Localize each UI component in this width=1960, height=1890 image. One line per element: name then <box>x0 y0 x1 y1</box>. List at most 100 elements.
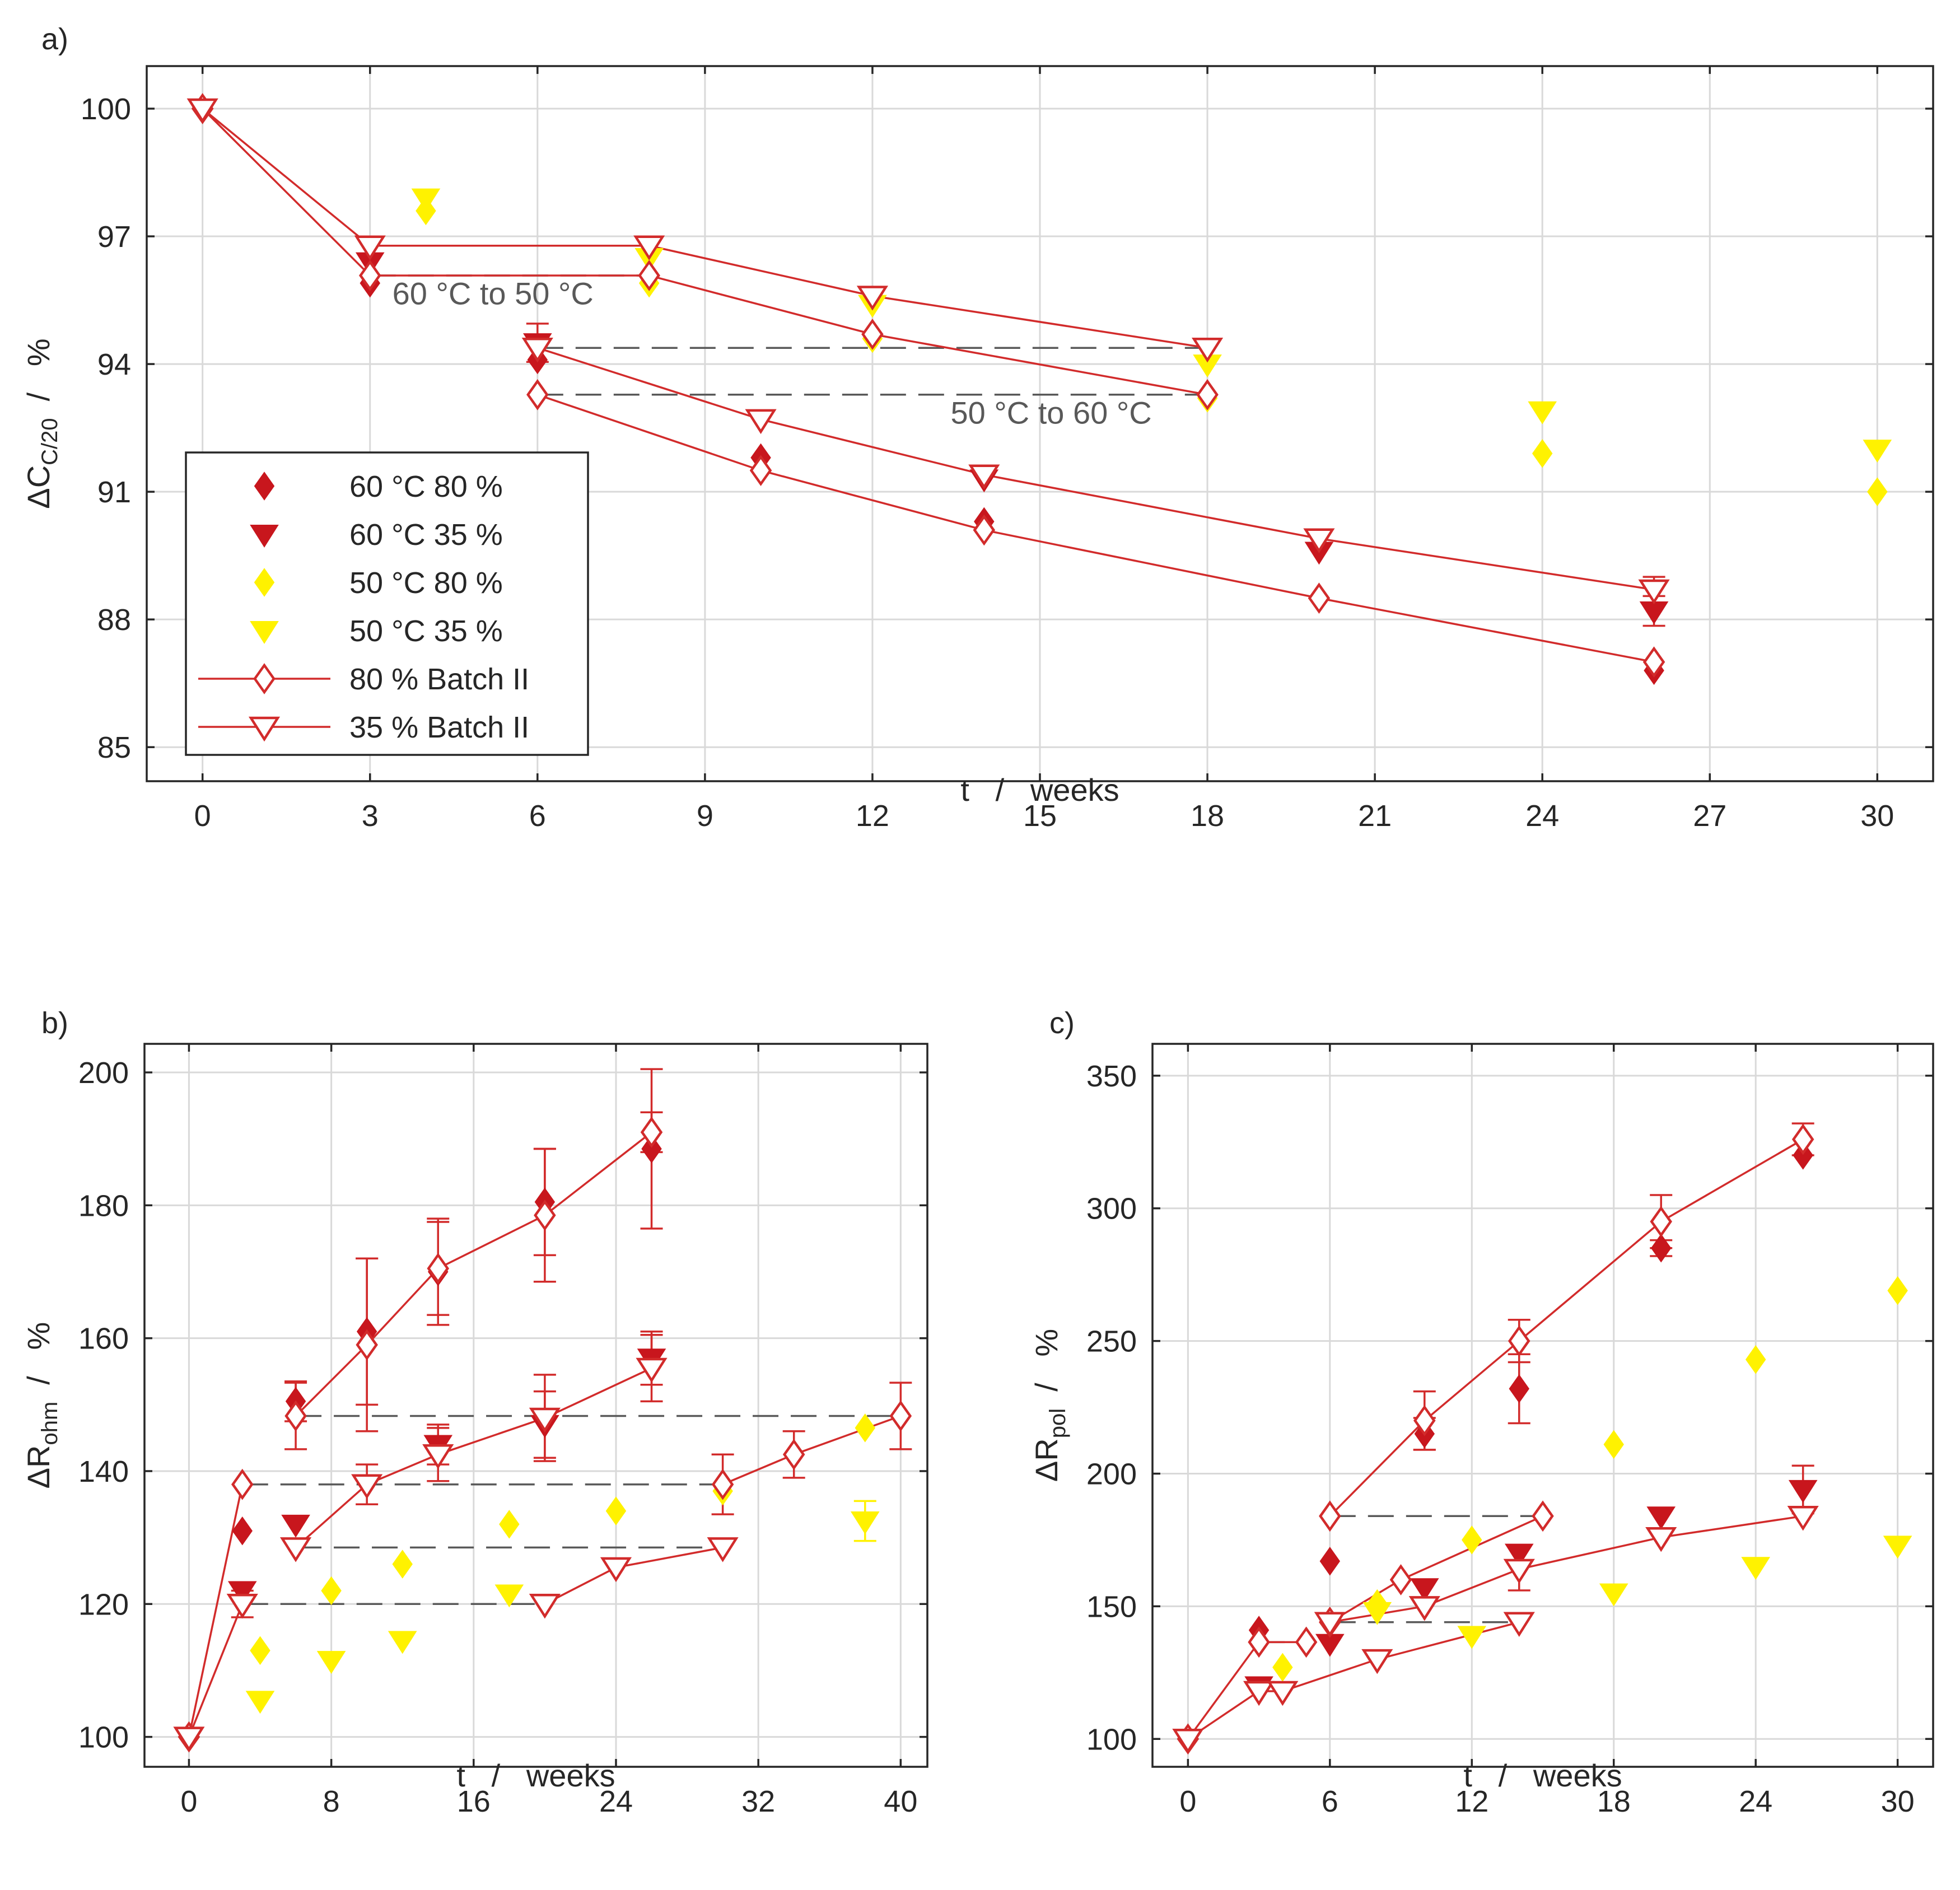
data-point-diamond <box>605 1496 627 1525</box>
data-point-diamond <box>861 318 884 350</box>
data-point-diamond <box>1532 438 1553 468</box>
y-axis-label: ΔRpol / % <box>1029 1329 1070 1482</box>
legend-label: 60 °C 80 % <box>349 470 503 503</box>
data-point-triangle <box>1645 1527 1677 1552</box>
legend-marker <box>248 716 281 742</box>
y-axis-label: ΔRohm / % <box>21 1322 62 1489</box>
x-tick-label: 18 <box>1191 799 1224 833</box>
data-point-diamond <box>711 1468 734 1500</box>
panel-label: b) <box>41 1006 68 1040</box>
x-tick-label: 32 <box>741 1785 775 1818</box>
y-tick-label: 180 <box>78 1189 129 1222</box>
series-line <box>188 1484 244 1737</box>
data-point-diamond <box>1509 1374 1529 1403</box>
y-label-sub: C/20 <box>38 418 62 465</box>
data-point-triangle <box>529 1594 561 1619</box>
legend-label: 50 °C 35 % <box>349 614 503 648</box>
panel-label: c) <box>1049 1006 1075 1040</box>
data-point-triangle <box>1362 1602 1392 1625</box>
legend: 60 °C 80 % 60 °C 35 % 50 °C 80 % 50 °C 35 %… <box>185 451 589 756</box>
y-tick-label: 100 <box>1086 1723 1137 1756</box>
data-point-diamond <box>1867 477 1888 506</box>
x-tick-label: 40 <box>884 1785 917 1818</box>
data-point-triangle <box>1361 1649 1393 1674</box>
data-point-triangle <box>1863 440 1892 463</box>
data-point-triangle <box>1243 1681 1275 1706</box>
series-line <box>544 1546 723 1605</box>
data-point-triangle <box>1314 1612 1346 1637</box>
data-point-triangle <box>411 188 441 212</box>
data-point-triangle <box>968 464 1000 489</box>
x-tick-label: 12 <box>856 799 889 833</box>
data-point-triangle <box>1410 1578 1439 1602</box>
data-point-diamond <box>1196 379 1219 410</box>
data-point-triangle <box>226 1594 258 1619</box>
x-tick-label: 24 <box>1739 1785 1772 1818</box>
data-point-triangle <box>1303 528 1335 553</box>
data-point-diamond <box>638 260 660 291</box>
data-point-diamond <box>1389 1564 1412 1595</box>
data-point-triangle <box>745 409 777 435</box>
data-point-triangle <box>1457 1626 1487 1649</box>
x-tick-label: 27 <box>1693 799 1726 833</box>
x-tick-label: 0 <box>194 799 211 833</box>
data-point-triangle <box>351 1474 383 1499</box>
legend-label: 35 % Batch II <box>349 711 529 744</box>
y-tick-label: 120 <box>78 1588 129 1621</box>
legend-marker <box>250 525 279 548</box>
y-tick-label: 200 <box>78 1056 129 1090</box>
y-tick-label: 100 <box>81 92 131 126</box>
data-point-diamond <box>1650 1206 1672 1238</box>
data-point-triangle <box>316 1651 346 1674</box>
data-point-diamond <box>1508 1325 1530 1357</box>
data-point-triangle <box>354 235 386 260</box>
y-tick-label: 94 <box>97 348 131 381</box>
data-point-triangle <box>422 1444 454 1469</box>
data-point-triangle <box>281 1514 310 1538</box>
data-point-diamond <box>1272 1653 1293 1682</box>
x-tick-label: 12 <box>1455 1785 1488 1818</box>
x-tick-label: 6 <box>529 799 546 833</box>
data-point-triangle <box>1787 1506 1819 1531</box>
data-point-diamond <box>284 1400 307 1432</box>
y-tick-label: 85 <box>97 731 131 764</box>
data-point-diamond <box>232 1516 253 1546</box>
y-tick-label: 88 <box>97 603 131 637</box>
y-label-main: ΔR <box>1029 1438 1064 1482</box>
y-tick-label: 200 <box>1086 1457 1137 1491</box>
data-point-diamond <box>855 1413 876 1443</box>
x-tick-label: 8 <box>323 1785 340 1818</box>
annotation: 50 °C to 60 °C <box>951 395 1152 431</box>
data-point-triangle <box>1788 1480 1818 1503</box>
y-label-main: ΔC <box>21 465 56 509</box>
x-tick-label: 6 <box>1322 1785 1338 1818</box>
data-point-triangle <box>850 1511 880 1534</box>
data-point-diamond <box>973 514 996 546</box>
data-point-triangle <box>521 337 553 363</box>
data-point-triangle <box>856 286 889 311</box>
data-point-triangle <box>388 1631 417 1654</box>
legend-marker <box>250 621 279 644</box>
data-point-diamond <box>641 1134 662 1164</box>
panel-b: b) 0 8 16 24 32 40 100 120 140 160 180 200 t / weeks Δ… <box>21 1006 928 1818</box>
legend-marker <box>254 568 275 597</box>
axes-box <box>1151 1043 1934 1768</box>
x-tick-label: 30 <box>1881 1785 1915 1818</box>
series-line <box>188 1603 244 1738</box>
data-point-triangle <box>1638 579 1670 605</box>
data-point-triangle <box>1172 1729 1204 1754</box>
data-point-diamond <box>1603 1430 1624 1459</box>
data-point-diamond <box>1462 1525 1482 1555</box>
legend-label: 50 °C 80 % <box>349 566 503 600</box>
data-point-diamond <box>640 1116 663 1148</box>
y-tick-label: 300 <box>1086 1192 1137 1226</box>
y-tick-label: 100 <box>78 1721 129 1754</box>
data-point-triangle <box>1646 1506 1676 1530</box>
data-point-triangle <box>529 1407 561 1433</box>
data-point-diamond <box>392 1550 413 1579</box>
data-point-diamond <box>1413 1404 1436 1436</box>
x-axis-label: t / weeks <box>456 1758 615 1793</box>
y-tick-label: 160 <box>78 1322 129 1356</box>
x-tick-label: 0 <box>1179 1785 1196 1818</box>
